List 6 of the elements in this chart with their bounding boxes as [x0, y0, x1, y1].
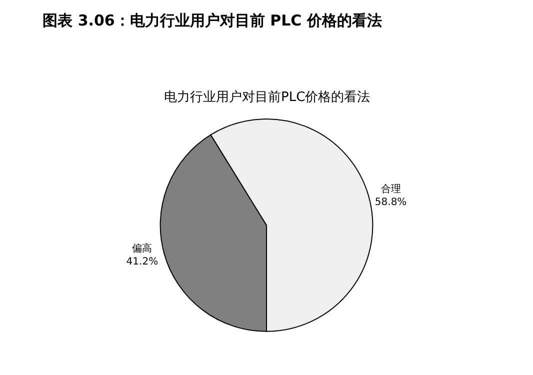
slice-label: 偏高: [132, 242, 152, 255]
data-label: 58.8%: [374, 196, 407, 208]
chart-subtitle: 电力行业用户对目前PLC价格的看法: [164, 90, 370, 105]
data-label: 41.2%: [126, 256, 158, 268]
slice-label: 合理: [380, 182, 401, 195]
chart-title: 图表 3.06：电力行业用户对目前 PLC 价格的看法: [42, 12, 382, 30]
